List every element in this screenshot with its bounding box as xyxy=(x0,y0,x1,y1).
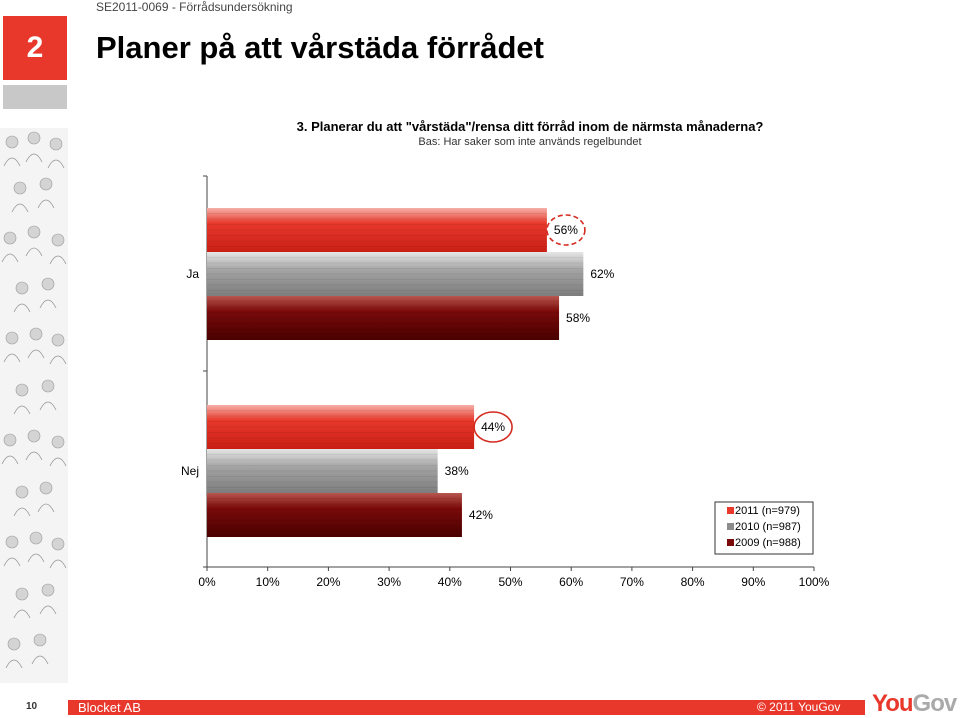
page-number: 10 xyxy=(26,701,38,712)
bar xyxy=(207,296,560,340)
legend-label: 2010 (n=987) xyxy=(735,521,801,533)
chart-title: 3. Planerar du att "vårstäda"/rensa ditt… xyxy=(296,119,764,134)
data-label: 44% xyxy=(481,420,505,434)
x-tick-label: 80% xyxy=(681,575,705,589)
x-tick-label: 10% xyxy=(256,575,280,589)
section-decoration xyxy=(3,85,67,109)
x-tick-label: 40% xyxy=(438,575,462,589)
x-tick-label: 100% xyxy=(799,575,830,589)
category-label: Ja xyxy=(186,267,199,281)
bar xyxy=(207,449,438,493)
data-label: 42% xyxy=(469,508,493,522)
footer-bar xyxy=(68,700,865,715)
legend-swatch xyxy=(727,507,734,514)
chart-subtitle: Bas: Har saker som inte används regelbun… xyxy=(418,136,642,148)
x-tick-label: 70% xyxy=(620,575,644,589)
x-tick-label: 60% xyxy=(559,575,583,589)
x-tick-label: 20% xyxy=(316,575,340,589)
x-tick-label: 50% xyxy=(498,575,522,589)
footer-company: Blocket AB xyxy=(78,700,141,715)
bar xyxy=(207,405,475,449)
document-label: SE2011-0069 - Förrådsundersökning xyxy=(96,0,293,14)
data-label: 38% xyxy=(445,464,469,478)
x-tick-label: 30% xyxy=(377,575,401,589)
footer-copyright: © 2011 YouGov xyxy=(757,700,841,714)
data-label: 58% xyxy=(566,311,590,325)
bar xyxy=(207,493,462,537)
x-tick-label: 90% xyxy=(741,575,765,589)
legend-label: 2009 (n=988) xyxy=(735,537,801,549)
crowd-illustration-icon xyxy=(0,128,68,683)
legend-label: 2011 (n=979) xyxy=(735,505,800,517)
page-title: Planer på att vårstäda förrådet xyxy=(96,30,544,65)
x-tick-label: 0% xyxy=(198,575,216,589)
data-label: 56% xyxy=(554,223,578,237)
bar xyxy=(207,252,584,296)
legend-swatch xyxy=(727,539,734,546)
data-label: 62% xyxy=(590,267,614,281)
category-label: Nej xyxy=(181,464,199,478)
highlight-circle xyxy=(546,214,586,246)
bar xyxy=(207,208,547,252)
yougov-logo: YouGov xyxy=(872,690,957,717)
section-number: 2 xyxy=(3,16,67,80)
highlight-circle xyxy=(473,411,513,443)
legend-swatch xyxy=(727,523,734,530)
